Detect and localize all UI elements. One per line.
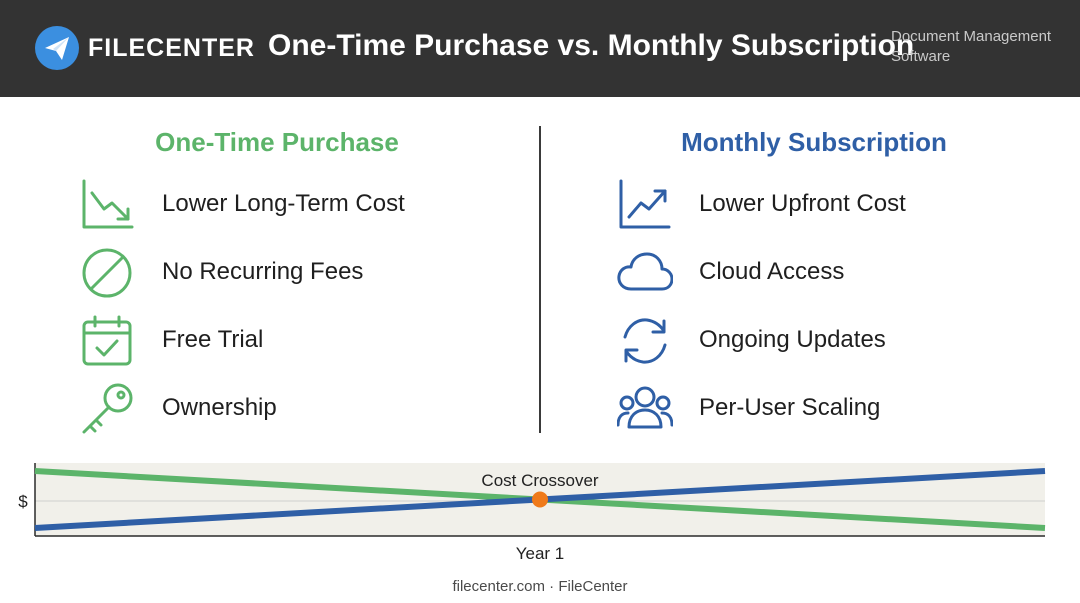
brand-name: FILECENTER [88,34,255,62]
tagline: Document Management Software [891,27,1071,67]
monthly-subscription-heading: Monthly Subscription [681,127,947,157]
chart-trend-down-icon [82,179,134,229]
chart-trend-up-icon [619,179,671,229]
footer-credit: filecenter.com · FileCenter [452,578,628,595]
feature-label: Per-User Scaling [699,394,881,421]
no-symbol-icon [82,248,132,298]
tagline-line-2: Software [891,48,951,65]
refresh-icon [623,318,667,364]
paper-plane-icon [35,26,79,70]
users-icon [617,386,673,429]
y-axis-label: $ [18,492,28,511]
feature-ownership: Ownership [80,381,500,437]
feature-label: Lower Long-Term Cost [162,190,405,217]
feature-lower-upfront-cost: Lower Upfront Cost [617,177,1037,233]
feature-label: Lower Upfront Cost [699,190,906,217]
feature-label: Cloud Access [699,258,845,285]
feature-lower-long-term-cost: Lower Long-Term Cost [80,177,500,233]
crossover-point [532,491,548,508]
calendar-check-icon [82,315,132,366]
cost-crossover-chart: $ Year 1 Cost Crossover [18,463,1046,563]
cloud-icon [617,252,673,291]
feature-no-recurring-fees: No Recurring Fees [80,245,500,301]
tagline-line-1: Document Management [891,28,1052,45]
feature-free-trial: Free Trial [80,313,500,369]
header-bar: FILECENTER One-Time Purchase vs. Monthly… [0,0,1080,97]
page-title: One-Time Purchase vs. Monthly Subscripti… [268,29,915,62]
column-divider [539,126,541,433]
feature-label: Free Trial [162,326,264,353]
feature-label: No Recurring Fees [162,258,364,285]
key-icon [82,383,133,434]
feature-cloud-access: Cloud Access [617,245,1037,301]
crossover-annotation: Cost Crossover [481,471,598,490]
feature-label: Ownership [162,394,277,421]
x-axis-label: Year 1 [516,544,565,563]
feature-label: Ongoing Updates [699,326,886,353]
feature-ongoing-updates: Ongoing Updates [617,313,1037,369]
feature-per-user-scaling: Per-User Scaling [617,381,1037,437]
one-time-purchase-heading: One-Time Purchase [155,127,399,157]
